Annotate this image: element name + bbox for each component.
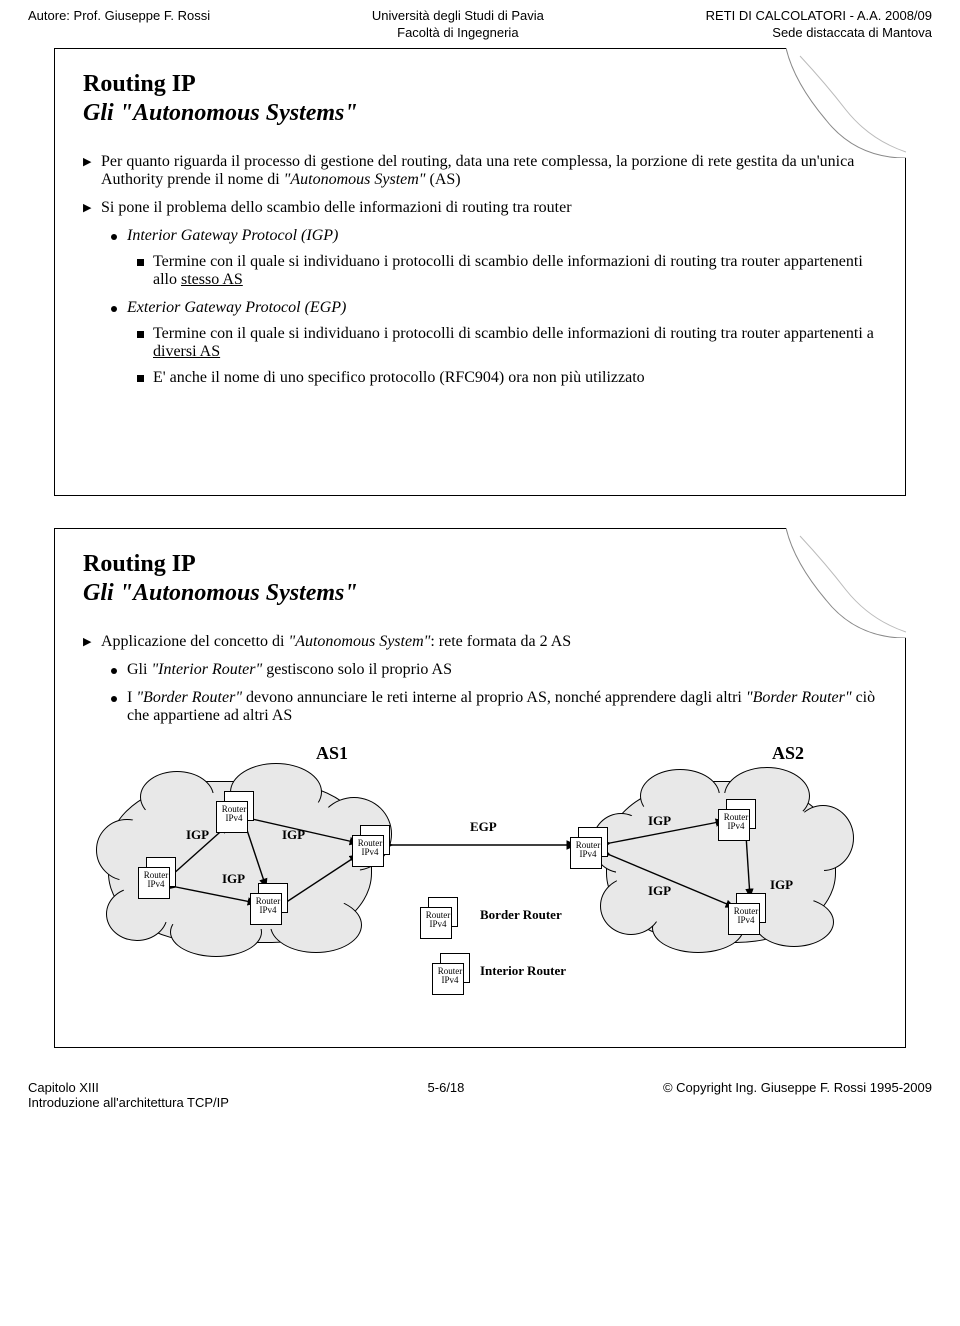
router-label: RouterIPv4 bbox=[568, 841, 608, 860]
router-label: RouterIPv4 bbox=[418, 911, 458, 930]
header-university: Università degli Studi di Pavia bbox=[372, 8, 544, 25]
label-igp: IGP bbox=[770, 877, 793, 893]
header-faculty: Facoltà di Ingegneria bbox=[372, 25, 544, 42]
slide-2: Routing IP Gli "Autonomous Systems" Appl… bbox=[54, 528, 906, 1048]
page-header: Autore: Prof. Giuseppe F. Rossi Universi… bbox=[28, 8, 932, 42]
router-label: RouterIPv4 bbox=[214, 805, 254, 824]
router-label: RouterIPv4 bbox=[350, 839, 390, 858]
slide-title: Routing IP bbox=[83, 71, 877, 98]
as-diagram: AS1 AS2 bbox=[100, 747, 860, 1007]
router-label: RouterIPv4 bbox=[430, 967, 470, 986]
bullet-igp: Interior Gateway Protocol (IGP) bbox=[109, 227, 877, 245]
bullet-egp-rfc: E' anche il nome di uno specifico protoc… bbox=[135, 369, 877, 387]
router-label: RouterIPv4 bbox=[716, 813, 756, 832]
router-label: RouterIPv4 bbox=[136, 871, 176, 890]
router-icon: RouterIPv4 bbox=[718, 799, 760, 843]
bullet-igp-term: Termine con il quale si individuano i pr… bbox=[135, 253, 877, 289]
router-icon: RouterIPv4 bbox=[728, 893, 770, 937]
footer-topic: Introduzione all'architettura TCP/IP bbox=[28, 1095, 229, 1110]
label-igp: IGP bbox=[282, 827, 305, 843]
router-icon: RouterIPv4 bbox=[138, 857, 180, 901]
router-label: RouterIPv4 bbox=[248, 897, 288, 916]
router-icon: RouterIPv4 bbox=[432, 953, 474, 997]
bullet-problem: Si pone il problema dello scambio delle … bbox=[83, 199, 877, 217]
slide-subtitle: Gli "Autonomous Systems" bbox=[83, 100, 877, 127]
router-icon: RouterIPv4 bbox=[352, 825, 394, 869]
label-igp: IGP bbox=[648, 813, 671, 829]
label-border-router: Border Router bbox=[480, 907, 562, 923]
slide-title: Routing IP bbox=[83, 551, 877, 578]
router-icon: RouterIPv4 bbox=[216, 791, 258, 835]
footer-chapter: Capitolo XIII bbox=[28, 1080, 229, 1095]
page-footer: Capitolo XIII Introduzione all'architett… bbox=[28, 1080, 932, 1110]
bullet-border-router: I "Border Router" devono annunciare le r… bbox=[109, 689, 877, 725]
footer-pages: 5-6/18 bbox=[428, 1080, 465, 1110]
label-interior-router: Interior Router bbox=[480, 963, 566, 979]
label-igp: IGP bbox=[222, 871, 245, 887]
header-course: RETI DI CALCOLATORI - A.A. 2008/09 bbox=[706, 8, 932, 25]
header-campus: Sede distaccata di Mantova bbox=[706, 25, 932, 42]
slide-1: Routing IP Gli "Autonomous Systems" Per … bbox=[54, 48, 906, 496]
bullet-egp-term: Termine con il quale si individuano i pr… bbox=[135, 325, 877, 361]
router-label: RouterIPv4 bbox=[726, 907, 766, 926]
bullet-as-definition: Per quanto riguarda il processo di gesti… bbox=[83, 153, 877, 189]
bullet-egp: Exterior Gateway Protocol (EGP) bbox=[109, 299, 877, 317]
bullet-application: Applicazione del concetto di "Autonomous… bbox=[83, 633, 877, 651]
label-igp: IGP bbox=[186, 827, 209, 843]
label-egp: EGP bbox=[470, 819, 497, 835]
slide-subtitle: Gli "Autonomous Systems" bbox=[83, 580, 877, 607]
header-author: Autore: Prof. Giuseppe F. Rossi bbox=[28, 8, 210, 42]
router-icon: RouterIPv4 bbox=[570, 827, 612, 871]
footer-copyright: © Copyright Ing. Giuseppe F. Rossi 1995-… bbox=[663, 1080, 932, 1110]
label-igp: IGP bbox=[648, 883, 671, 899]
router-icon: RouterIPv4 bbox=[420, 897, 462, 941]
router-icon: RouterIPv4 bbox=[250, 883, 292, 927]
bullet-interior-router: Gli "Interior Router" gestiscono solo il… bbox=[109, 661, 877, 679]
